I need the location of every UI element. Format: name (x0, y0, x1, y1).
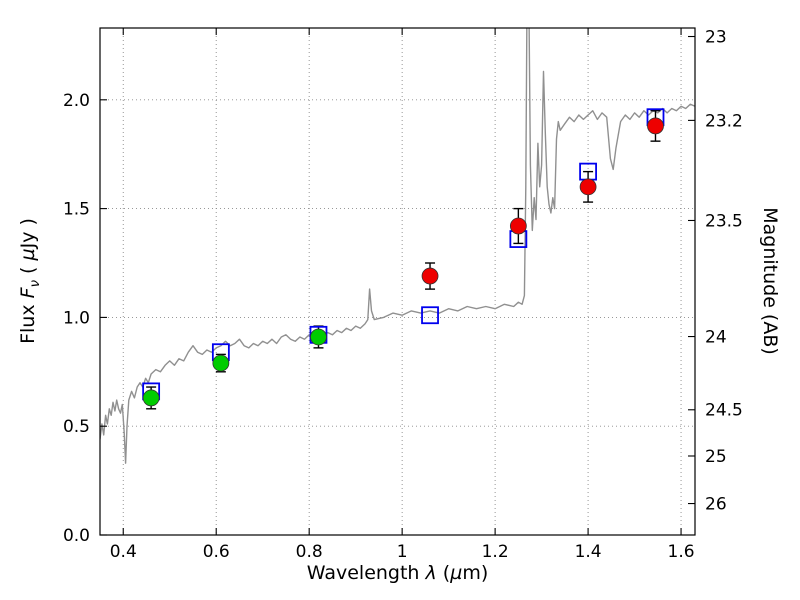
x-tick-label: 1.2 (482, 542, 509, 562)
observed-infrared-photometry-marker (647, 117, 664, 135)
y-tick-label-right: 23.2 (705, 111, 743, 131)
observed-optical-photometry-markers (142, 328, 327, 407)
x-axis-label-text: Wavelength (306, 562, 426, 584)
plot-frame (99, 27, 696, 536)
x-tick-label: 0.6 (203, 542, 230, 562)
flux-symbol: F (17, 287, 40, 299)
x-axis-label: Wavelength λ (µm) (306, 562, 489, 584)
x-tick-label: 1 (397, 542, 408, 562)
x-tick-label: 0.8 (296, 542, 323, 562)
observed-optical-photometry-marker (310, 328, 327, 346)
gridlines (100, 28, 695, 536)
x-tick-label: 1.4 (575, 542, 602, 562)
y-tick-label-right: 23.5 (705, 211, 743, 231)
y-tick-label-right: 24 (705, 327, 727, 347)
left-y-axis-label: Flux Fν ( µJy ) (17, 218, 43, 344)
observed-infrared-photometry-marker (579, 178, 597, 196)
plot-area (100, 28, 695, 535)
y-tick-label-left: 2.0 (63, 91, 90, 111)
tick-labels: 0.4 0.6 0.8 1 1.2 1.4 1.6 0.0 0.5 1.0 1.5 2.0 23 23.2… (63, 27, 743, 562)
observed-infrared-photometry-marker (421, 267, 439, 285)
lambda-symbol: λ (425, 562, 437, 584)
y-tick-label-left: 1.5 (63, 200, 90, 220)
mu-symbol: µ (450, 562, 463, 584)
observed-optical-photometry-marker (212, 354, 230, 372)
y-tick-label-right: 23 (705, 27, 727, 47)
x-tick-label: 0.4 (110, 542, 137, 562)
y-tick-label-right: 26 (705, 494, 727, 514)
spectrum-line (100, 28, 695, 464)
mu-symbol: µ (17, 248, 40, 261)
model-square-marker (421, 306, 439, 325)
y-tick-label-right: 24.5 (705, 401, 743, 421)
nu-subscript: ν (27, 279, 43, 288)
y-tick-label-left: 0.0 (63, 526, 90, 546)
y-tick-label-left: 0.5 (63, 417, 90, 437)
observed-infrared-photometry-markers (421, 117, 664, 285)
observed-optical-photometry-marker (142, 389, 160, 407)
flux-label-text: Flux (17, 298, 40, 344)
y-tick-label-right: 25 (705, 447, 727, 467)
y-tick-label-left: 1.0 (63, 308, 90, 328)
x-tick-label: 1.6 (668, 542, 695, 562)
observed-infrared-photometry-marker (509, 217, 527, 235)
right-y-axis-label: Magnitude (AB) (759, 207, 781, 355)
